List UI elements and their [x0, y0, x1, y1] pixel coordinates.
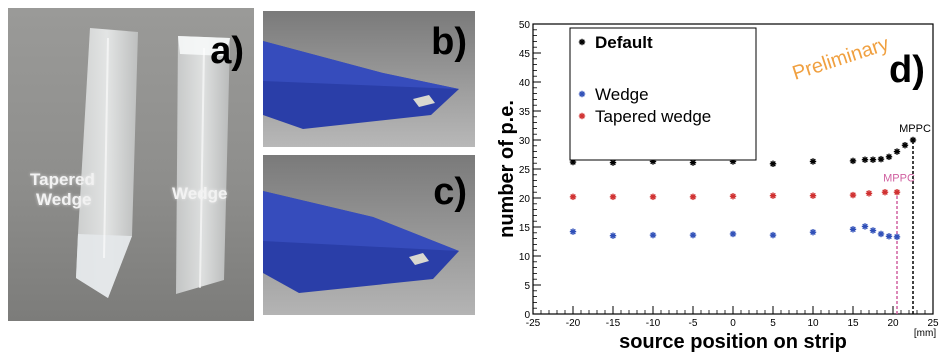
point-wedge	[689, 231, 697, 239]
tapered-wedge-render	[263, 155, 475, 315]
chart-panel-d: -25 -20 -15 -10 -5 0 5 10 15 20 25 0 5 10 15 20 25 30 35 40…	[485, 6, 945, 352]
x-tick-label: -15	[606, 318, 621, 329]
data-points	[569, 136, 917, 241]
point-default	[893, 148, 901, 155]
point-default	[885, 153, 893, 161]
point-wedge	[809, 229, 817, 236]
y-tick-label: 40	[519, 78, 531, 89]
panel-label-c: c)	[433, 171, 467, 213]
tapered-wedge-top-face	[263, 191, 459, 251]
legend-box	[569, 27, 757, 161]
point-wedge	[609, 232, 617, 239]
mppc-position-lines	[896, 140, 914, 314]
legend-marker-wedge	[578, 90, 586, 98]
y-tick-label: 35	[519, 107, 531, 118]
tapered-label-line2: Wedge	[36, 190, 92, 209]
point-tapered-wedge	[689, 193, 697, 201]
x-tick-label: 20	[887, 318, 899, 329]
point-wedge	[869, 227, 877, 234]
legend-label-default: Default	[595, 33, 653, 52]
point-default	[861, 156, 869, 163]
tapered-wedge-edge	[103, 37, 109, 259]
point-wedge	[849, 226, 857, 233]
point-default	[869, 156, 877, 163]
point-tapered-wedge	[809, 192, 817, 199]
render-panel-b: b)	[263, 11, 475, 147]
x-tick-label: 25	[927, 318, 939, 329]
y-axis-label: number of p.e.	[496, 100, 518, 238]
x-axis-label: source position on strip	[619, 331, 847, 352]
wedge-label: Wedge	[172, 184, 228, 203]
wedge-bar-top	[178, 36, 230, 56]
point-tapered-wedge	[881, 189, 889, 196]
point-tapered-wedge	[649, 193, 657, 201]
x-axis-unit: [mm]	[914, 328, 936, 339]
y-tick-label: 0	[524, 310, 530, 321]
point-tapered-wedge	[865, 190, 873, 197]
tapered-wedge-bar	[76, 28, 138, 298]
panel-label-b: b)	[431, 21, 467, 63]
point-default	[909, 136, 917, 144]
wedge-edge	[199, 47, 205, 289]
axis-ticks: -25 -20 -15 -10 -5 0 5 10 15 20 25 0 5 10 15 20 25 30 35 40…	[519, 20, 939, 329]
y-tick-label: 10	[519, 252, 531, 263]
pe-vs-position-chart: -25 -20 -15 -10 -5 0 5 10 15 20 25 0 5 10 15 20 25 30 35 40…	[496, 20, 939, 352]
legend-marker-default	[578, 38, 586, 46]
mppc-sensor	[409, 253, 429, 265]
y-tick-label: 20	[519, 194, 531, 205]
panel-label-a: a)	[210, 30, 244, 72]
x-tick-label: 15	[847, 318, 859, 329]
x-tick-label: 0	[730, 318, 736, 329]
point-wedge	[885, 233, 893, 240]
point-tapered-wedge	[769, 192, 777, 199]
point-wedge	[569, 228, 577, 235]
point-default	[809, 158, 817, 165]
scintillator-photo	[76, 28, 230, 298]
point-wedge	[861, 223, 869, 230]
point-wedge	[769, 231, 777, 239]
point-tapered-wedge	[893, 189, 901, 196]
legend-label-wedge: Wedge	[595, 85, 649, 104]
render-panel-c: c)	[263, 155, 475, 315]
x-tick-label: -5	[689, 318, 698, 329]
point-wedge	[893, 233, 901, 241]
point-tapered-wedge	[569, 193, 577, 201]
photo-panel-a: a) Tapered Wedge Wedge	[8, 8, 254, 321]
x-tick-label: -20	[566, 318, 581, 329]
point-tapered-wedge	[609, 193, 617, 201]
panel-label-d: d)	[889, 49, 925, 91]
point-tapered-wedge	[729, 193, 737, 200]
wedge-top-face	[263, 41, 459, 89]
tapered-wedge-tip	[76, 234, 132, 298]
y-tick-label: 30	[519, 136, 531, 147]
mppc-annotation: MPPC	[883, 173, 915, 185]
point-default	[769, 160, 777, 167]
point-default	[901, 142, 909, 149]
point-wedge	[649, 231, 657, 239]
legend-label-tapered-wedge: Tapered wedge	[595, 107, 711, 126]
y-tick-label: 50	[519, 20, 531, 31]
y-tick-label: 15	[519, 223, 531, 234]
y-tick-label: 25	[519, 165, 531, 176]
y-tick-label: 45	[519, 49, 531, 60]
legend: Default Wedge Tapered wedge	[578, 33, 711, 126]
point-default	[849, 157, 857, 165]
tapered-label-line1: Tapered	[30, 170, 95, 189]
mppc-annotation: MPPC	[899, 123, 931, 135]
wedge-render	[263, 11, 475, 147]
x-tick-label: 5	[770, 318, 776, 329]
tapered-wedge-label: Tapered Wedge	[30, 170, 95, 210]
point-wedge	[729, 230, 737, 238]
annotations: MPPC MPPC	[883, 123, 931, 184]
x-tick-label: 10	[807, 318, 819, 329]
point-default	[877, 155, 885, 163]
mppc-sensor	[413, 95, 435, 107]
y-tick-label: 5	[524, 281, 530, 292]
point-wedge	[877, 230, 885, 238]
legend-marker-tapered-wedge	[578, 112, 586, 120]
x-tick-label: -25	[526, 318, 541, 329]
point-tapered-wedge	[849, 191, 857, 199]
x-tick-label: -10	[646, 318, 661, 329]
